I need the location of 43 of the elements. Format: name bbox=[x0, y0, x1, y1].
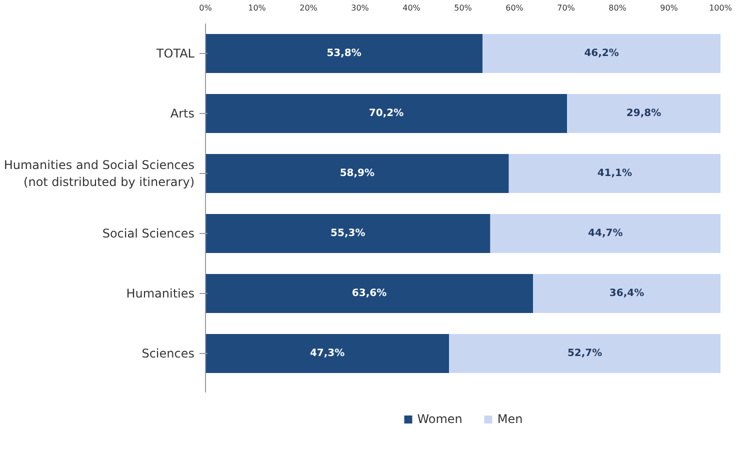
bar bbox=[533, 274, 720, 313]
data-label: 41,1% bbox=[597, 168, 632, 179]
bar bbox=[206, 334, 450, 373]
bar bbox=[449, 334, 720, 373]
x-tick-label: 20% bbox=[300, 4, 318, 12]
data-label: 52,7% bbox=[567, 348, 602, 359]
data-label: 53,8% bbox=[326, 48, 362, 59]
x-tick-label: 100% bbox=[709, 4, 732, 12]
data-label: 36,4% bbox=[609, 288, 644, 299]
bar bbox=[206, 34, 483, 73]
x-tick-label: 60% bbox=[506, 4, 524, 12]
data-label: 63,6% bbox=[352, 288, 387, 299]
x-tick-label: 30% bbox=[351, 4, 370, 12]
data-label: 47,3% bbox=[310, 348, 345, 359]
data-label: 55,3% bbox=[330, 228, 366, 239]
x-tick-label: 50% bbox=[454, 4, 472, 12]
data-label: 46,2% bbox=[584, 48, 619, 59]
bar bbox=[206, 154, 509, 193]
data-label: 29,8% bbox=[626, 108, 662, 119]
x-tick-label: 0% bbox=[199, 4, 212, 12]
y-tick-label: Humanities bbox=[126, 286, 195, 300]
data-label: 58,9% bbox=[340, 168, 375, 179]
bar bbox=[508, 154, 720, 193]
y-tick-label: Sciences bbox=[142, 346, 195, 360]
x-tick-label: 70% bbox=[557, 4, 576, 12]
bar bbox=[490, 214, 720, 253]
bar bbox=[482, 34, 720, 73]
bar bbox=[206, 274, 534, 313]
bar bbox=[567, 94, 720, 133]
bar bbox=[206, 214, 490, 253]
data-label: 70,2% bbox=[368, 108, 404, 119]
y-tick-label: Social Sciences bbox=[102, 226, 195, 240]
x-tick-label: 40% bbox=[402, 4, 421, 12]
data-label: 44,7% bbox=[588, 228, 623, 239]
y-tick-label: Humanities and Social Sciences (not distributed by itinerary) bbox=[4, 158, 195, 189]
legend-label: Men bbox=[497, 412, 523, 426]
x-tick-label: 90% bbox=[660, 4, 678, 12]
y-tick-label: Arts bbox=[170, 106, 195, 120]
bar bbox=[206, 94, 568, 133]
legend-label: Women bbox=[417, 412, 462, 426]
y-tick-label: TOTAL bbox=[155, 46, 195, 60]
x-tick-label: 80% bbox=[608, 4, 627, 12]
x-tick-label: 10% bbox=[248, 4, 266, 12]
